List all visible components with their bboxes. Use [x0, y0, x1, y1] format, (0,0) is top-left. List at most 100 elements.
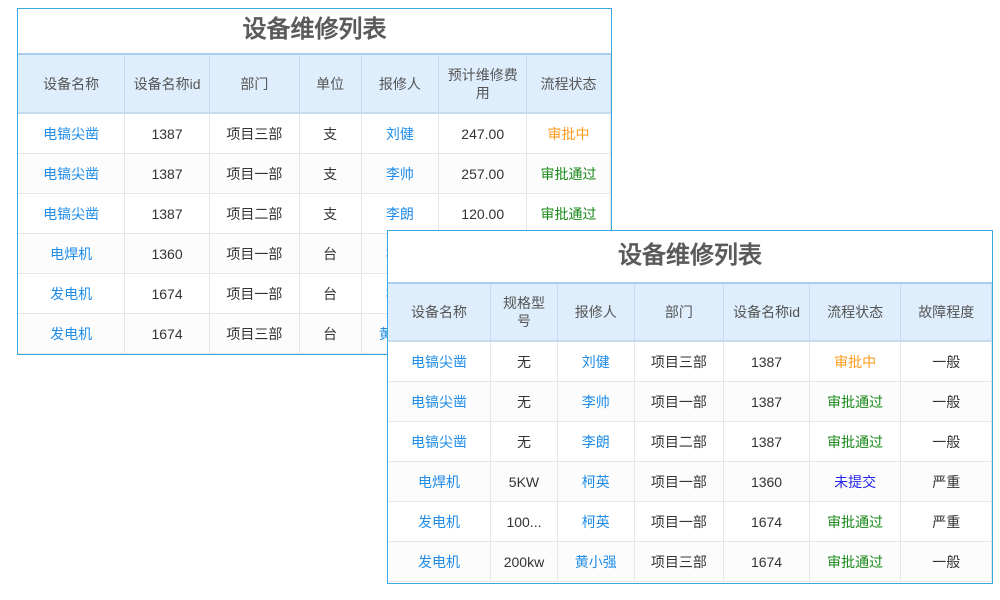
cell-dept: 项目一部 — [209, 233, 300, 274]
cell-id: 1360 — [723, 461, 810, 502]
cell-id: 1387 — [723, 421, 810, 462]
table-title: 设备维修列表 — [18, 9, 611, 55]
table-row: 电镐尖凿 1387 项目三部支刘健 247.00 审批中 — [18, 113, 611, 154]
cell-name[interactable]: 电镐尖凿 — [388, 381, 492, 422]
repair-list-table-front: 设备维修列表 设备名称 规格型号 报修人 部门 设备名称id 流程状态 故障程度 电镐尖凿无… — [387, 230, 993, 584]
cell-dept: 项目二部 — [209, 193, 300, 234]
cell-reporter[interactable]: 柯英 — [557, 461, 635, 502]
cell-unit: 支 — [299, 193, 362, 234]
cell-severity: 严重 — [900, 461, 992, 502]
table-row: 发电机 200kw 黄小强 项目三部 1674 审批通过 一般 — [388, 541, 992, 582]
cell-severity: 一般 — [900, 381, 992, 422]
table-row: 电镐尖凿 1387 项目一部支李帅 257.00 审批通过 — [18, 153, 611, 194]
cell-dept: 项目一部 — [634, 461, 725, 502]
cell-name[interactable]: 电镐尖凿 — [18, 153, 126, 194]
cell-status: 未提交 — [809, 461, 902, 502]
column-header: 故障程度 — [900, 284, 992, 342]
cell-cost: 247.00 — [438, 113, 528, 154]
cell-id: 1387 — [124, 113, 210, 154]
cell-reporter[interactable]: 李朗 — [361, 193, 440, 234]
cell-name[interactable]: 发电机 — [388, 501, 492, 542]
column-header: 预计维修费用 — [438, 55, 528, 114]
column-header: 设备名称id — [723, 284, 810, 342]
data-table: 设备名称 规格型号 报修人 部门 设备名称id 流程状态 故障程度 电镐尖凿无刘健 项目三部 1… — [388, 284, 992, 582]
cell-reporter[interactable]: 李帅 — [361, 153, 440, 194]
table-row: 电镐尖凿 1387 项目二部支李朗 120.00 审批通过 — [18, 193, 611, 234]
cell-name[interactable]: 电镐尖凿 — [18, 193, 126, 234]
cell-unit: 支 — [299, 153, 362, 194]
cell-id: 1674 — [723, 541, 810, 582]
cell-unit: 支 — [299, 113, 362, 154]
cell-dept: 项目三部 — [634, 341, 725, 382]
cell-name[interactable]: 电焊机 — [388, 461, 492, 502]
cell-id: 1387 — [124, 153, 210, 194]
cell-dept: 项目三部 — [209, 313, 300, 354]
cell-reporter[interactable]: 黄小强 — [557, 541, 635, 582]
column-header: 部门 — [634, 284, 725, 342]
cell-id: 1360 — [124, 233, 210, 274]
cell-status: 审批通过 — [526, 193, 611, 234]
column-header: 报修人 — [361, 55, 440, 114]
column-header: 报修人 — [557, 284, 635, 342]
cell-spec: 无 — [490, 341, 558, 382]
cell-spec: 无 — [490, 381, 558, 422]
cell-id: 1674 — [124, 313, 210, 354]
column-header: 设备名称 — [18, 55, 126, 114]
cell-status: 审批中 — [526, 113, 611, 154]
cell-spec: 100... — [490, 501, 558, 542]
cell-dept: 项目一部 — [209, 273, 300, 314]
cell-status: 审批中 — [809, 341, 902, 382]
cell-status: 审批通过 — [526, 153, 611, 194]
table-row: 电镐尖凿无刘健 项目三部 1387 审批中 一般 — [388, 341, 992, 382]
cell-name[interactable]: 电焊机 — [18, 233, 126, 274]
column-header: 规格型号 — [490, 284, 558, 342]
cell-reporter[interactable]: 李帅 — [557, 381, 635, 422]
cell-unit: 台 — [299, 313, 362, 354]
cell-id: 1674 — [124, 273, 210, 314]
cell-dept: 项目一部 — [209, 153, 300, 194]
cell-severity: 一般 — [900, 541, 992, 582]
cell-id: 1674 — [723, 501, 810, 542]
cell-unit: 台 — [299, 233, 362, 274]
column-header: 单位 — [299, 55, 362, 114]
cell-id: 1387 — [124, 193, 210, 234]
column-header: 设备名称 — [388, 284, 492, 342]
cell-dept: 项目三部 — [634, 541, 725, 582]
cell-name[interactable]: 发电机 — [18, 273, 126, 314]
cell-id: 1387 — [723, 341, 810, 382]
column-header: 部门 — [209, 55, 300, 114]
cell-severity: 严重 — [900, 501, 992, 542]
cell-spec: 200kw — [490, 541, 558, 582]
cell-dept: 项目二部 — [634, 421, 725, 462]
cell-reporter[interactable]: 刘健 — [361, 113, 440, 154]
cell-dept: 项目一部 — [634, 501, 725, 542]
cell-reporter[interactable]: 刘健 — [557, 341, 635, 382]
table-title: 设备维修列表 — [388, 231, 992, 284]
table-row: 电镐尖凿无李朗 项目二部 1387 审批通过 一般 — [388, 421, 992, 462]
table-row: 电镐尖凿无李帅 项目一部 1387 审批通过 一般 — [388, 381, 992, 422]
cell-severity: 一般 — [900, 421, 992, 462]
cell-reporter[interactable]: 柯英 — [557, 501, 635, 542]
cell-id: 1387 — [723, 381, 810, 422]
cell-spec: 无 — [490, 421, 558, 462]
cell-cost: 257.00 — [438, 153, 528, 194]
cell-name[interactable]: 发电机 — [388, 541, 492, 582]
column-header: 流程状态 — [526, 55, 611, 114]
cell-severity: 一般 — [900, 341, 992, 382]
cell-status: 审批通过 — [809, 541, 902, 582]
cell-reporter[interactable]: 李朗 — [557, 421, 635, 462]
cell-dept: 项目一部 — [634, 381, 725, 422]
cell-cost: 120.00 — [438, 193, 528, 234]
cell-name[interactable]: 发电机 — [18, 313, 126, 354]
cell-spec: 5KW — [490, 461, 558, 502]
cell-dept: 项目三部 — [209, 113, 300, 154]
table-row: 电焊机 5KW 柯英 项目一部 1360 未提交 严重 — [388, 461, 992, 502]
cell-name[interactable]: 电镐尖凿 — [18, 113, 126, 154]
cell-name[interactable]: 电镐尖凿 — [388, 341, 492, 382]
cell-unit: 台 — [299, 273, 362, 314]
column-header: 流程状态 — [809, 284, 902, 342]
column-header: 设备名称id — [124, 55, 210, 114]
cell-status: 审批通过 — [809, 381, 902, 422]
cell-name[interactable]: 电镐尖凿 — [388, 421, 492, 462]
table-row: 发电机 100... 柯英 项目一部 1674 审批通过 严重 — [388, 501, 992, 542]
